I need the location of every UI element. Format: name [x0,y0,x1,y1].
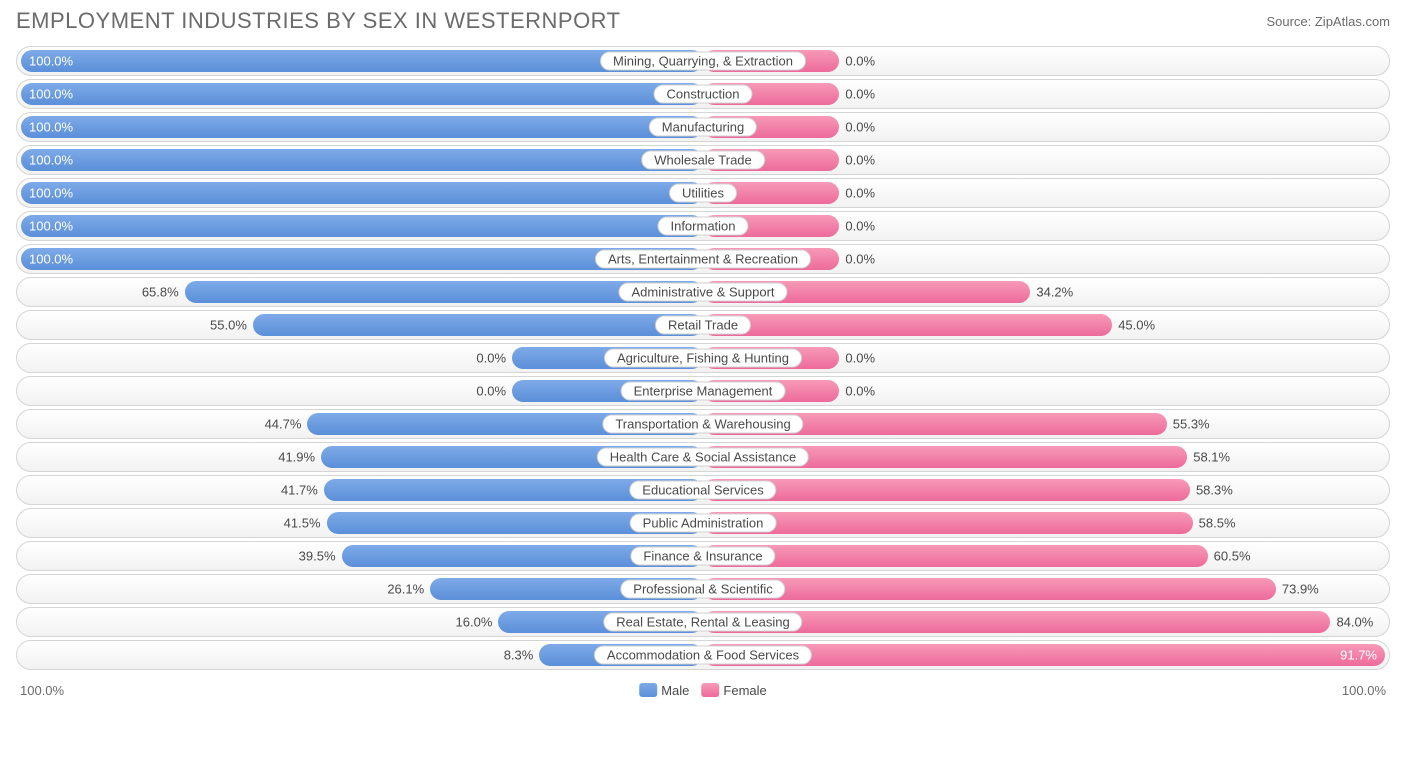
female-bar [703,578,1276,600]
legend: Male Female [639,683,767,698]
category-label: Retail Trade [655,316,751,335]
chart-title: EMPLOYMENT INDUSTRIES BY SEX IN WESTERNP… [16,8,621,34]
female-value: 58.1% [1193,450,1230,465]
bar-row: 41.5% 58.5% Public Administration [16,508,1390,538]
male-bar [21,182,703,204]
male-value: 39.5% [299,549,336,564]
male-value: 100.0% [29,120,73,135]
category-label: Finance & Insurance [630,547,775,566]
male-bar [21,116,703,138]
male-bar [21,215,703,237]
female-value: 0.0% [845,186,875,201]
female-value: 84.0% [1336,615,1373,630]
female-value: 58.3% [1196,483,1233,498]
bar-row: 100.0% 0.0% Construction [16,79,1390,109]
bar-row: 16.0% 84.0% Real Estate, Rental & Leasing [16,607,1390,637]
bar-row: 44.7% 55.3% Transportation & Warehousing [16,409,1390,439]
bar-row: 65.8% 34.2% Administrative & Support [16,277,1390,307]
female-value: 0.0% [845,87,875,102]
male-value: 26.1% [387,582,424,597]
bar-row: 100.0% 0.0% Information [16,211,1390,241]
legend-female-label: Female [723,683,766,698]
female-value: 0.0% [845,153,875,168]
axis-left-label: 100.0% [20,683,64,698]
female-bar [703,314,1112,336]
female-swatch-icon [701,683,719,697]
bar-row: 0.0% 0.0% Enterprise Management [16,376,1390,406]
female-value: 60.5% [1214,549,1251,564]
category-label: Construction [654,85,753,104]
female-value: 0.0% [845,54,875,69]
female-value: 0.0% [845,384,875,399]
bar-row: 100.0% 0.0% Wholesale Trade [16,145,1390,175]
male-value: 44.7% [265,417,302,432]
male-value: 65.8% [142,285,179,300]
category-label: Agriculture, Fishing & Hunting [604,349,802,368]
female-value: 0.0% [845,120,875,135]
category-label: Administrative & Support [618,283,787,302]
female-value: 91.7% [1340,648,1377,663]
female-bar [703,512,1193,534]
source-label: Source: ZipAtlas.com [1266,14,1390,29]
category-label: Transportation & Warehousing [602,415,803,434]
male-value: 0.0% [476,351,506,366]
category-label: Professional & Scientific [620,580,785,599]
category-label: Public Administration [630,514,777,533]
female-value: 0.0% [845,252,875,267]
bar-row: 41.9% 58.1% Health Care & Social Assistanc… [16,442,1390,472]
bar-row: 8.3% 91.7% Accommodation & Food Services [16,640,1390,670]
male-value: 100.0% [29,54,73,69]
category-label: Enterprise Management [621,382,786,401]
female-value: 34.2% [1036,285,1073,300]
male-bar [253,314,703,336]
male-value: 55.0% [210,318,247,333]
category-label: Real Estate, Rental & Leasing [603,613,802,632]
male-value: 41.9% [278,450,315,465]
legend-female: Female [701,683,766,698]
legend-male-label: Male [661,683,689,698]
female-value: 0.0% [845,351,875,366]
male-value: 16.0% [456,615,493,630]
category-label: Educational Services [629,481,776,500]
male-value: 100.0% [29,87,73,102]
bar-row: 0.0% 0.0% Agriculture, Fishing & Hunting [16,343,1390,373]
male-bar [21,83,703,105]
chart-footer: 100.0% Male Female 100.0% [16,678,1390,702]
category-label: Information [657,217,748,236]
category-label: Arts, Entertainment & Recreation [595,250,811,269]
legend-male: Male [639,683,689,698]
category-label: Mining, Quarrying, & Extraction [600,52,806,71]
bar-row: 26.1% 73.9% Professional & Scientific [16,574,1390,604]
female-value: 58.5% [1199,516,1236,531]
female-value: 73.9% [1282,582,1319,597]
male-value: 100.0% [29,186,73,201]
category-label: Manufacturing [649,118,757,137]
female-bar [703,545,1208,567]
male-value: 100.0% [29,219,73,234]
male-value: 100.0% [29,153,73,168]
category-label: Accommodation & Food Services [594,646,812,665]
bar-row: 41.7% 58.3% Educational Services [16,475,1390,505]
male-value: 0.0% [476,384,506,399]
male-value: 8.3% [504,648,534,663]
male-value: 100.0% [29,252,73,267]
bar-row: 100.0% 0.0% Utilities [16,178,1390,208]
female-value: 55.3% [1173,417,1210,432]
bar-row: 100.0% 0.0% Manufacturing [16,112,1390,142]
axis-right-label: 100.0% [1342,683,1386,698]
bar-row: 39.5% 60.5% Finance & Insurance [16,541,1390,571]
bar-row: 55.0% 45.0% Retail Trade [16,310,1390,340]
category-label: Health Care & Social Assistance [597,448,809,467]
male-bar [21,149,703,171]
bar-chart: 100.0% 0.0% Mining, Quarrying, & Extractio… [16,46,1390,670]
male-swatch-icon [639,683,657,697]
male-value: 41.5% [284,516,321,531]
category-label: Utilities [669,184,737,203]
bar-row: 100.0% 0.0% Arts, Entertainment & Recreati… [16,244,1390,274]
category-label: Wholesale Trade [641,151,765,170]
female-value: 45.0% [1118,318,1155,333]
bar-row: 100.0% 0.0% Mining, Quarrying, & Extractio… [16,46,1390,76]
male-value: 41.7% [281,483,318,498]
female-value: 0.0% [845,219,875,234]
